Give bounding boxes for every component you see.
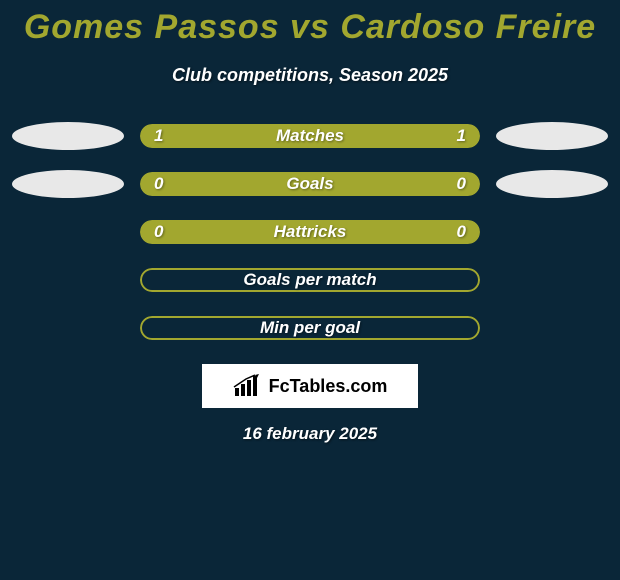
bar-label: Matches bbox=[140, 126, 480, 146]
date-label: 16 february 2025 bbox=[0, 424, 620, 444]
page-title: Gomes Passos vs Cardoso Freire bbox=[0, 8, 620, 47]
bar-label: Hattricks bbox=[140, 222, 480, 242]
main-container: Gomes Passos vs Cardoso Freire Club comp… bbox=[0, 0, 620, 444]
subtitle: Club competitions, Season 2025 bbox=[0, 65, 620, 86]
logo-box: FcTables.com bbox=[202, 364, 418, 408]
bar-label: Min per goal bbox=[140, 318, 480, 338]
stat-bar: Min per goal bbox=[140, 316, 480, 340]
stat-bar: 00Goals bbox=[140, 172, 480, 196]
bar-label: Goals bbox=[140, 174, 480, 194]
stats-rows: 11Matches 00Goals 00Hattricks Goals per mat… bbox=[0, 124, 620, 340]
stat-row: 00Hattricks bbox=[0, 220, 620, 244]
right-ellipse bbox=[496, 122, 608, 150]
right-ellipse bbox=[496, 170, 608, 198]
stat-row: 11Matches bbox=[0, 124, 620, 148]
stat-row: Min per goal bbox=[0, 316, 620, 340]
chart-icon bbox=[233, 374, 263, 398]
stat-bar: 11Matches bbox=[140, 124, 480, 148]
left-ellipse bbox=[12, 170, 124, 198]
left-ellipse bbox=[12, 122, 124, 150]
stat-row: Goals per match bbox=[0, 268, 620, 292]
logo-text: FcTables.com bbox=[269, 376, 388, 397]
stat-bar: 00Hattricks bbox=[140, 220, 480, 244]
stat-row: 00Goals bbox=[0, 172, 620, 196]
stat-bar: Goals per match bbox=[140, 268, 480, 292]
bar-label: Goals per match bbox=[140, 270, 480, 290]
